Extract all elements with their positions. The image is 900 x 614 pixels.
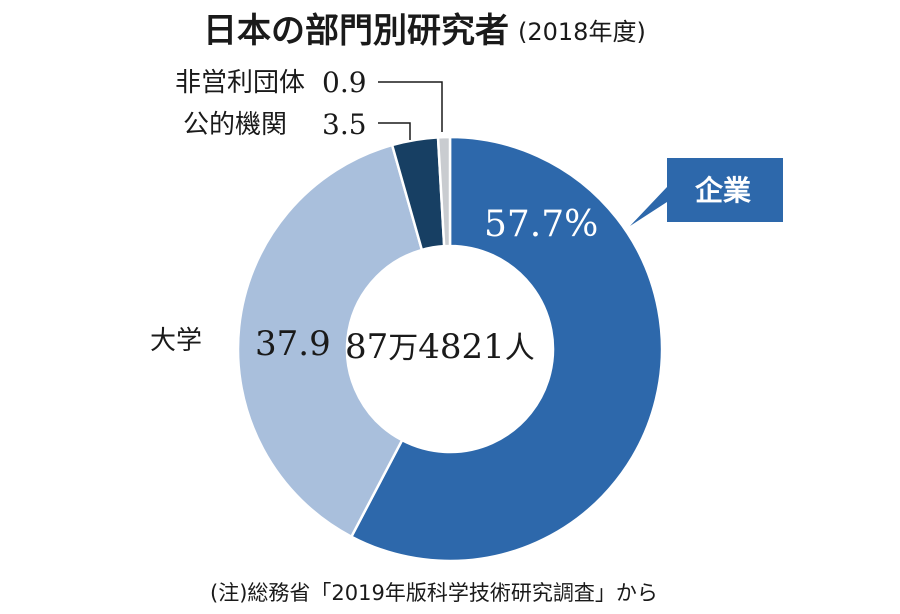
label-university-value: 37.9: [255, 324, 331, 364]
company-callout-label: 企業: [695, 174, 751, 207]
source-note: (注)総務省「2019年版科学技術研究調査」から: [210, 581, 658, 605]
slice-university: [236, 143, 424, 539]
label-university-name: 大学: [150, 326, 202, 356]
leader-line-nonprofit: [378, 81, 443, 132]
center-total-unit1: 万: [388, 331, 418, 366]
chart-subtitle: (2018年度): [518, 18, 646, 46]
slice-nonprofit: [436, 135, 452, 248]
label-nonprofit-name: 非営利団体: [175, 68, 305, 98]
label-company-value: 57.7%: [484, 204, 598, 245]
leader-line-public: [378, 122, 411, 140]
center-total-number2: 4821: [418, 327, 505, 367]
chart-title: 日本の部門別研究者: [203, 11, 509, 51]
label-public-name: 公的機関: [183, 110, 287, 140]
donut-slices: [236, 135, 664, 563]
center-total: 87万4821人: [345, 327, 535, 367]
label-nonprofit-value: 0.9: [322, 66, 367, 99]
slice-company: [349, 135, 664, 563]
center-total-unit2: 人: [505, 331, 535, 366]
center-total-number: 87: [345, 327, 388, 367]
label-public-value: 3.5: [322, 108, 367, 141]
company-callout-box: [630, 158, 783, 226]
